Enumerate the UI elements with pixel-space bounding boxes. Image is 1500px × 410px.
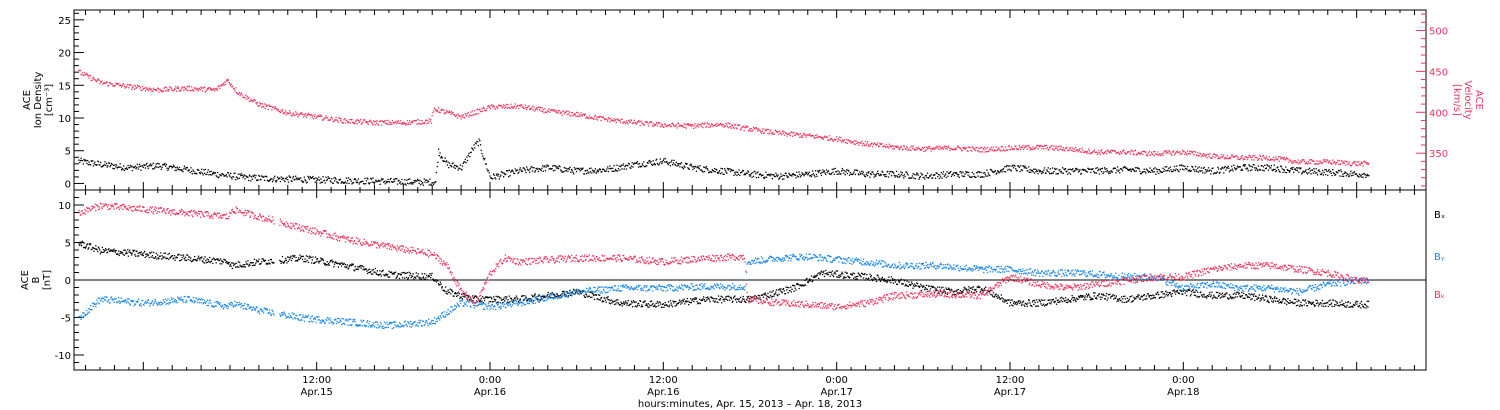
- velocity-tick-label: 450: [1429, 67, 1448, 78]
- density-tick-label: 15: [58, 81, 71, 92]
- x-tick-date: Apr.18: [1167, 387, 1199, 398]
- density-tick-label: 25: [58, 16, 71, 27]
- x-tick-time: 12:00: [302, 375, 331, 386]
- velocity-tick-label: 500: [1429, 26, 1448, 37]
- x-tick-time: 0:00: [1172, 375, 1194, 386]
- density-tick-label: 20: [58, 49, 71, 60]
- b-tick-label: 10: [58, 201, 71, 212]
- density-points: [78, 138, 1370, 186]
- b-tick-label: 0: [65, 276, 71, 287]
- x-tick-time: 0:00: [479, 375, 501, 386]
- x-tick-date: Apr.17: [821, 387, 853, 398]
- b-axis-label-line: [nT]: [42, 270, 53, 290]
- bz-points: [78, 202, 1370, 311]
- axis-ticks: [74, 10, 1426, 370]
- bx-points: [78, 240, 1370, 309]
- legend-bz: Bₖ: [1434, 290, 1445, 301]
- x-tick-time: 12:00: [996, 375, 1025, 386]
- x-tick-date: Apr.17: [994, 387, 1026, 398]
- b-axis-label: ACEB[nT]: [20, 270, 53, 290]
- legend-by: Bᵧ: [1434, 252, 1445, 263]
- x-tick-date: Apr.16: [474, 387, 506, 398]
- density-axis-label-line: Ion Density: [33, 72, 44, 129]
- velocity-axis-label-line: Velocity: [1462, 80, 1473, 119]
- b-tick-label: -10: [55, 351, 71, 362]
- velocity-tick-label: 350: [1429, 149, 1448, 160]
- b-tick-label: 5: [65, 239, 71, 250]
- b-axis-label-line: B: [31, 276, 42, 283]
- density-tick-label: 10: [58, 114, 71, 125]
- x-axis-label: hours:minutes, Apr. 15, 2013 – Apr. 18, …: [638, 399, 862, 410]
- by-points: [78, 253, 1370, 330]
- x-tick-time: 12:00: [649, 375, 678, 386]
- x-tick-time: 0:00: [825, 375, 847, 386]
- density-axis-label: ACEIon Density[cm⁻³]: [22, 72, 55, 129]
- x-tick-date: Apr.15: [301, 387, 333, 398]
- b-axis-label-line: ACE: [20, 270, 31, 290]
- density-tick-label: 5: [65, 147, 71, 158]
- density-axis-label-line: [cm⁻³]: [44, 84, 55, 116]
- density-tick-label: 0: [65, 179, 71, 190]
- velocity-tick-label: 400: [1429, 108, 1448, 119]
- velocity-axis-label-line: [km/s]: [1451, 84, 1462, 116]
- velocity-points: [78, 69, 1370, 167]
- velocity-axis-label-line: ACE: [1473, 90, 1484, 110]
- legend-bx: Bₓ: [1434, 210, 1445, 221]
- x-tick-date: Apr.16: [647, 387, 679, 398]
- velocity-axis-label: ACEVelocity[km/s]: [1451, 80, 1484, 119]
- b-tick-label: -5: [61, 314, 71, 325]
- top-panel-frame: [73, 9, 1427, 191]
- data-points: [78, 69, 1370, 330]
- density-axis-label-line: ACE: [22, 90, 33, 110]
